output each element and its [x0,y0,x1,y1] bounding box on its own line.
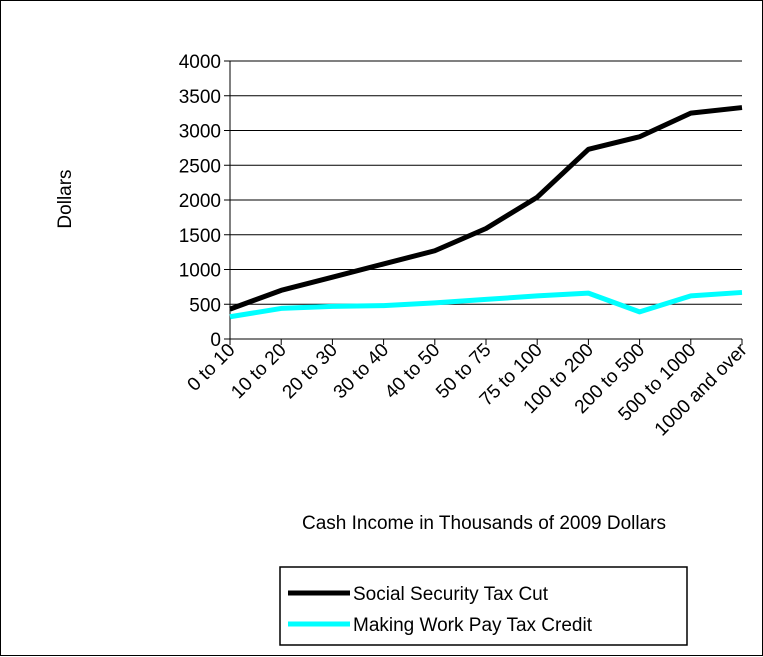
series-line [229,289,743,320]
y-axis-title: Dollars [55,169,76,228]
x-tick-label: 1000 and over [651,339,752,440]
series-lines [229,105,743,320]
series-line [229,105,743,312]
y-tick-label: 2000 [179,191,221,212]
gridlines [230,60,742,305]
legend-label: Social Security Tax Cut [353,584,549,605]
x-tick-label: 30 to 40 [330,340,393,403]
legend-box [279,566,688,646]
x-axis-title: Cash Income in Thousands of 2009 Dollars [302,513,666,534]
y-tick-label: 3500 [179,87,221,108]
x-tick-label: 10 to 20 [227,340,290,403]
x-tick-label: 40 to 50 [381,340,444,403]
y-tick-label: 1500 [179,226,221,247]
y-tick-label: 500 [189,295,221,316]
y-tick-label: 2500 [179,156,221,177]
y-tick-label: 4000 [179,52,221,73]
axes [224,60,743,345]
y-tick-label: 0 [210,330,221,351]
y-tick-label: 3000 [179,122,221,143]
y-tick-labels: 0 500 1000 1500 2000 2500 3000 3500 4000 [179,52,221,351]
legend-label: Making Work Pay Tax Credit [353,615,593,636]
y-tick-label: 1000 [179,261,221,282]
x-tick-label: 20 to 30 [279,340,342,403]
legend: Social Security Tax Cut Making Work Pay T… [279,566,688,646]
